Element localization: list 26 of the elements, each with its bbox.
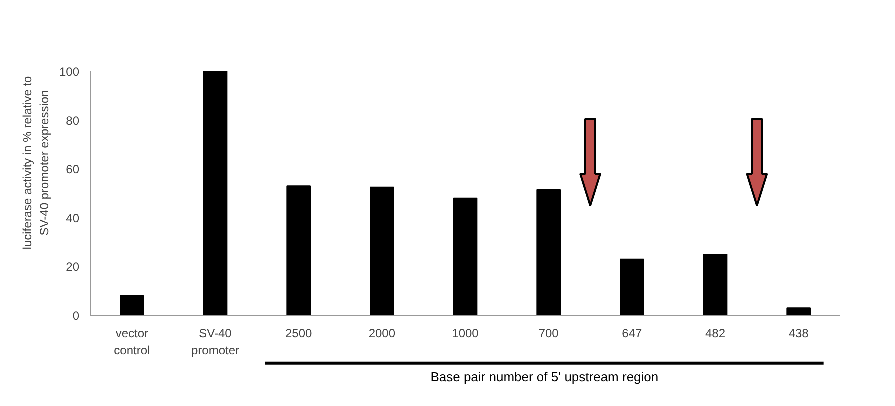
y-tick-label: 100 [59,65,80,79]
bar [620,258,644,316]
y-tick-label: 20 [66,260,80,274]
x-axis-title: Base pair number of 5' upstream region [430,370,659,384]
bar [286,186,311,316]
x-tick-label: 2500 [285,326,313,340]
x-tick-label: 2000 [368,326,396,340]
y-tick-label: 40 [66,211,80,226]
x-tick-label: 647 [622,326,643,340]
bar [120,295,144,316]
x-tick-label: vector control [114,326,150,358]
x-tick-label: 482 [705,326,726,340]
bar [453,198,478,316]
x-tick-label: SV-40 promoter [191,326,240,358]
bar [203,71,228,316]
y-tick-label: 80 [66,114,80,128]
y-tick-label: 0 [72,309,80,323]
bar [786,308,811,316]
x-tick-label: 438 [788,326,810,340]
y-axis-title: luciferase activity in % relative to SV-40 promoter expression [20,76,52,250]
x-tick-label: 700 [538,326,560,340]
y-tick-label: 60 [66,162,80,177]
bar [703,254,728,316]
x-tick-label: 1000 [452,326,480,340]
bar [536,189,561,316]
bar [370,186,394,316]
